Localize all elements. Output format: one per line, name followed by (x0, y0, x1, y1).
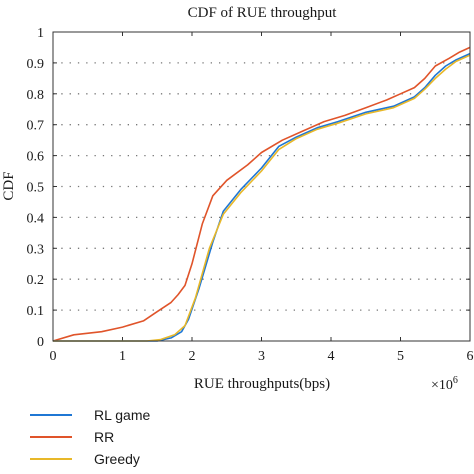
plot-frame (52, 31, 471, 342)
x-tick-label: 0 (50, 349, 57, 364)
legend-swatch-rl-game (30, 414, 72, 416)
y-tick-label: 0.3 (27, 242, 45, 257)
ticks-layer: 0 0.1 0.2 0.3 0.4 0.5 0.6 0.7 0.8 0.9 1 0 1 2 3 4 5 6 (27, 26, 474, 364)
series-line-greedy (53, 54, 471, 342)
y-tick-label: 0.6 (27, 150, 45, 165)
y-tick-label: 0.2 (27, 273, 45, 288)
y-tick-label: 0.5 (27, 181, 45, 196)
grid-layer (53, 62, 470, 311)
x-tick-label: 4 (328, 349, 335, 364)
x-multiplier-exponent: 6 (453, 375, 458, 386)
y-tick-label: 1 (37, 26, 44, 41)
y-tick-label: 0.1 (27, 304, 45, 319)
x-tick-label: 1 (119, 349, 126, 364)
legend-swatch-greedy (30, 458, 72, 460)
y-tick-label: 0 (37, 335, 44, 350)
y-tick-label: 0.8 (27, 88, 45, 103)
legend-item-rr: RR (30, 426, 150, 448)
y-tick-label: 0.4 (27, 211, 45, 226)
legend-item-greedy: Greedy (30, 448, 150, 470)
legend-swatch-rr (30, 436, 72, 438)
y-tick-label: 0.9 (27, 57, 45, 72)
series-line-rr (52, 46, 471, 342)
x-multiplier-base: ×10 (431, 378, 453, 393)
chart-title: CDF of RUE throughput (188, 5, 338, 21)
x-axis-label: RUE throughputs(bps) (194, 376, 330, 392)
x-tick-label: 6 (467, 349, 474, 364)
legend-label-greedy: Greedy (94, 451, 140, 467)
series-layer (52, 46, 471, 342)
x-tick-label: 5 (397, 349, 404, 364)
legend-label-rr: RR (94, 429, 115, 445)
x-tick-label: 2 (189, 349, 196, 364)
series-line-rl-game (53, 52, 471, 342)
x-axis-multiplier: ×106 (431, 375, 458, 393)
y-axis-label: CDF (1, 171, 17, 200)
y-tick-label: 0.7 (27, 119, 45, 134)
legend: RL game RR Greedy (30, 404, 150, 470)
legend-item-rl-game: RL game (30, 404, 150, 426)
x-tick-label: 3 (258, 349, 265, 364)
legend-label-rl-game: RL game (94, 407, 151, 423)
